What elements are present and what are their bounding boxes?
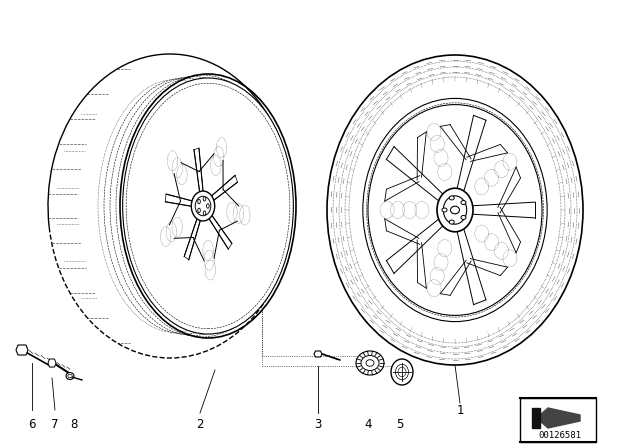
Polygon shape: [532, 408, 540, 428]
Ellipse shape: [461, 201, 466, 205]
Polygon shape: [210, 175, 237, 202]
Ellipse shape: [198, 208, 200, 213]
Polygon shape: [48, 359, 56, 367]
Ellipse shape: [66, 372, 74, 379]
Polygon shape: [498, 167, 520, 213]
Ellipse shape: [327, 55, 583, 365]
Polygon shape: [165, 194, 195, 207]
Polygon shape: [385, 219, 420, 244]
Text: 8: 8: [70, 418, 77, 431]
Ellipse shape: [442, 208, 447, 212]
Ellipse shape: [444, 196, 467, 224]
Text: 2: 2: [196, 418, 204, 431]
Ellipse shape: [68, 374, 72, 378]
Ellipse shape: [363, 99, 547, 322]
Ellipse shape: [120, 74, 296, 338]
Polygon shape: [184, 216, 201, 260]
Polygon shape: [16, 345, 28, 355]
Polygon shape: [208, 213, 232, 249]
Ellipse shape: [195, 196, 211, 216]
Ellipse shape: [437, 188, 473, 232]
Ellipse shape: [191, 191, 214, 221]
Text: 4: 4: [364, 418, 372, 431]
Polygon shape: [440, 260, 471, 295]
Polygon shape: [498, 207, 520, 253]
Text: 3: 3: [314, 418, 322, 431]
Text: 00126581: 00126581: [538, 431, 582, 440]
Polygon shape: [467, 144, 508, 161]
Bar: [520, 398, 596, 442]
Ellipse shape: [204, 197, 206, 201]
Ellipse shape: [451, 206, 460, 214]
Ellipse shape: [361, 356, 379, 370]
Polygon shape: [473, 202, 535, 218]
Ellipse shape: [366, 360, 374, 366]
Polygon shape: [387, 146, 442, 201]
Text: 6: 6: [28, 418, 36, 431]
Polygon shape: [417, 240, 426, 288]
Polygon shape: [540, 408, 580, 428]
Polygon shape: [385, 176, 420, 201]
Text: 1: 1: [456, 404, 464, 417]
Ellipse shape: [204, 211, 206, 215]
Text: 5: 5: [396, 418, 404, 431]
Polygon shape: [457, 115, 486, 190]
Ellipse shape: [368, 104, 542, 315]
Ellipse shape: [123, 78, 293, 334]
Ellipse shape: [207, 204, 209, 208]
Ellipse shape: [198, 199, 200, 204]
Ellipse shape: [48, 54, 292, 358]
Ellipse shape: [461, 215, 466, 220]
Polygon shape: [314, 351, 322, 357]
Ellipse shape: [449, 220, 454, 224]
Polygon shape: [417, 132, 426, 180]
Polygon shape: [467, 258, 508, 276]
Ellipse shape: [449, 196, 454, 200]
Ellipse shape: [356, 351, 384, 375]
Text: 7: 7: [51, 418, 59, 431]
Polygon shape: [194, 148, 203, 194]
Ellipse shape: [391, 359, 413, 385]
Polygon shape: [440, 125, 471, 159]
Polygon shape: [387, 220, 442, 273]
Polygon shape: [457, 229, 486, 305]
